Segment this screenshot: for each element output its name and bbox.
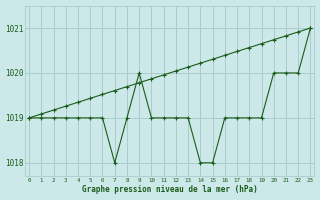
X-axis label: Graphe pression niveau de la mer (hPa): Graphe pression niveau de la mer (hPa) xyxy=(82,185,258,194)
